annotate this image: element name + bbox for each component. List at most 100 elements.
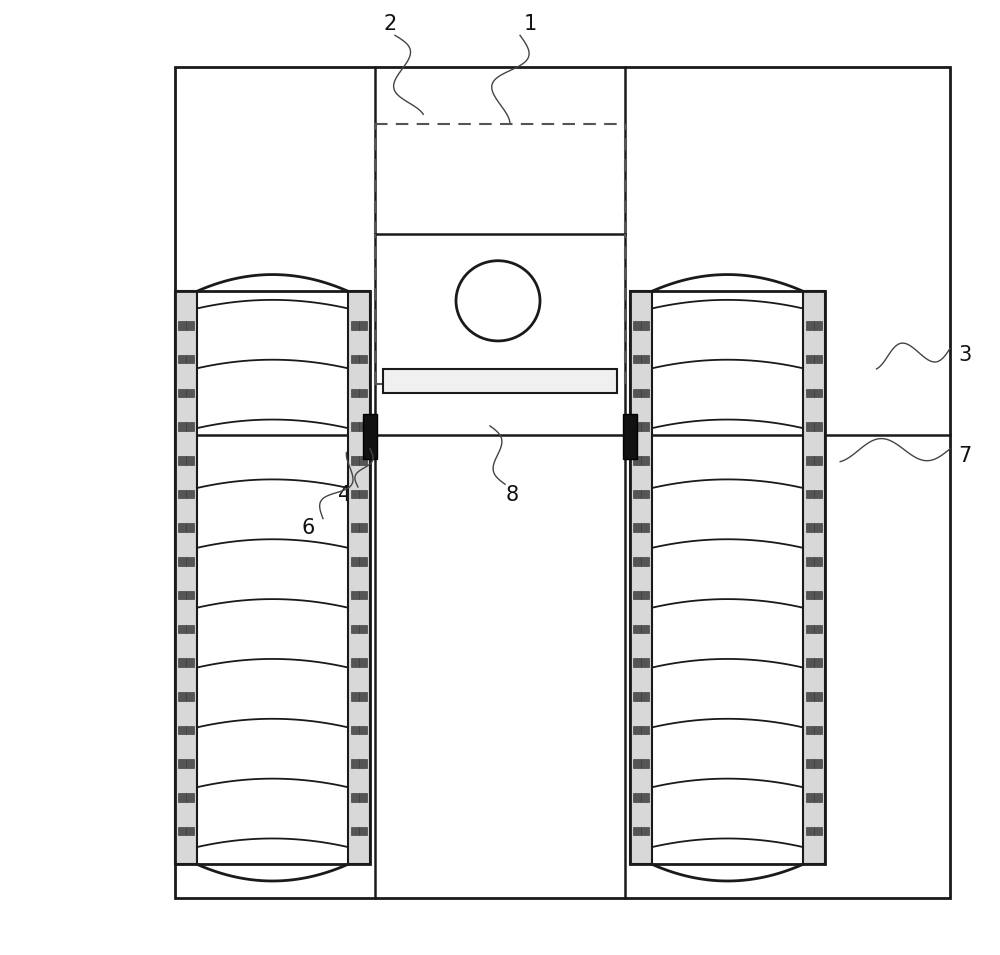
Bar: [359, 591, 367, 600]
Bar: [806, 625, 814, 633]
Bar: [186, 726, 194, 734]
Bar: [186, 658, 194, 667]
Bar: [351, 389, 359, 397]
Text: 2: 2: [383, 14, 397, 33]
Bar: [814, 523, 822, 532]
Bar: [178, 389, 186, 397]
Bar: [348, 291, 370, 864]
Bar: [814, 759, 822, 768]
Bar: [359, 625, 367, 633]
Bar: [186, 490, 194, 499]
Bar: [186, 557, 194, 565]
Bar: [359, 759, 367, 768]
Bar: [359, 557, 367, 565]
Bar: [630, 291, 825, 864]
Bar: [814, 726, 822, 734]
Bar: [814, 321, 822, 329]
Bar: [178, 726, 186, 734]
Bar: [814, 692, 822, 701]
Bar: [641, 793, 649, 801]
Bar: [806, 490, 814, 499]
Bar: [806, 692, 814, 701]
Bar: [359, 692, 367, 701]
Bar: [814, 827, 822, 836]
Bar: [806, 389, 814, 397]
Bar: [814, 490, 822, 499]
Bar: [351, 321, 359, 329]
Bar: [641, 355, 649, 364]
Bar: [351, 625, 359, 633]
Bar: [623, 414, 637, 459]
Bar: [633, 355, 641, 364]
Bar: [359, 827, 367, 836]
Bar: [633, 456, 641, 464]
Text: 7: 7: [958, 447, 972, 466]
Bar: [806, 523, 814, 532]
Bar: [178, 422, 186, 431]
Bar: [186, 422, 194, 431]
Bar: [806, 422, 814, 431]
Bar: [178, 321, 186, 329]
Bar: [641, 692, 649, 701]
Bar: [806, 759, 814, 768]
Bar: [351, 456, 359, 464]
Bar: [633, 625, 641, 633]
Bar: [351, 355, 359, 364]
Bar: [633, 827, 641, 836]
Bar: [186, 523, 194, 532]
Bar: [641, 557, 649, 565]
Bar: [359, 456, 367, 464]
Bar: [178, 456, 186, 464]
Bar: [351, 726, 359, 734]
Bar: [806, 321, 814, 329]
Bar: [178, 490, 186, 499]
Bar: [359, 389, 367, 397]
Bar: [633, 658, 641, 667]
Bar: [814, 389, 822, 397]
Bar: [186, 591, 194, 600]
Bar: [363, 414, 377, 459]
Bar: [806, 557, 814, 565]
Bar: [178, 692, 186, 701]
Bar: [633, 389, 641, 397]
Bar: [633, 591, 641, 600]
Text: 1: 1: [523, 14, 537, 33]
Bar: [641, 389, 649, 397]
Bar: [351, 523, 359, 532]
Bar: [633, 523, 641, 532]
Bar: [175, 291, 370, 864]
Bar: [186, 759, 194, 768]
Bar: [641, 490, 649, 499]
Bar: [175, 291, 197, 864]
Text: 4: 4: [338, 485, 352, 504]
Bar: [633, 692, 641, 701]
Bar: [186, 692, 194, 701]
Bar: [806, 793, 814, 801]
Bar: [178, 793, 186, 801]
Bar: [641, 726, 649, 734]
Bar: [641, 827, 649, 836]
Bar: [814, 456, 822, 464]
Bar: [186, 793, 194, 801]
Bar: [178, 557, 186, 565]
Bar: [359, 523, 367, 532]
Bar: [633, 759, 641, 768]
Bar: [633, 793, 641, 801]
Bar: [178, 523, 186, 532]
Bar: [814, 591, 822, 600]
Bar: [359, 490, 367, 499]
Bar: [178, 355, 186, 364]
Bar: [814, 793, 822, 801]
Bar: [175, 67, 950, 898]
Text: 3: 3: [958, 346, 972, 365]
Bar: [186, 389, 194, 397]
Bar: [351, 591, 359, 600]
Bar: [641, 658, 649, 667]
Bar: [359, 355, 367, 364]
Bar: [806, 355, 814, 364]
Bar: [641, 625, 649, 633]
Bar: [814, 557, 822, 565]
Bar: [178, 625, 186, 633]
Bar: [351, 692, 359, 701]
Bar: [359, 422, 367, 431]
